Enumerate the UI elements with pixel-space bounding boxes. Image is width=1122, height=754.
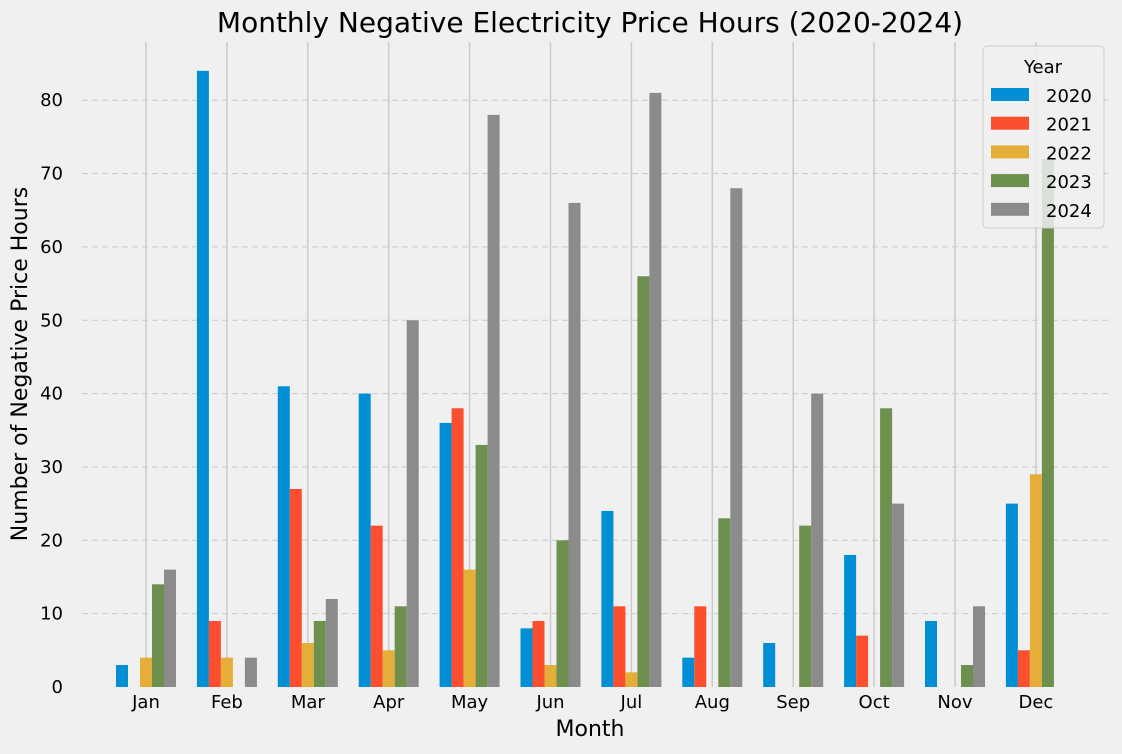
bar-2021-aug <box>694 606 707 687</box>
bar-2023-jul <box>637 276 650 687</box>
bar-2021-mar <box>289 488 302 687</box>
legend-items: 2020 2021 2022 2023 2024 <box>991 86 1092 222</box>
grid <box>82 42 1110 687</box>
bar-2020-mar <box>277 386 290 687</box>
bar-2024-jun <box>568 202 581 687</box>
bar-2022-jan <box>140 657 152 687</box>
bar-2021-jun <box>532 620 545 687</box>
bar-2024-sep <box>811 393 824 687</box>
legend-title: Year <box>1023 57 1063 78</box>
bar-2023-apr <box>394 606 407 687</box>
legend-swatch-2021 <box>991 116 1029 130</box>
bar-2022-feb <box>220 657 233 687</box>
bar-2023-sep <box>799 525 812 687</box>
bar-2023-aug <box>718 518 731 687</box>
bar-2024-feb <box>244 657 257 687</box>
legend-label-2024: 2024 <box>1046 201 1092 222</box>
y-tick-label: 40 <box>40 384 63 405</box>
bar-2024-may <box>487 114 500 688</box>
bar-2024-nov <box>973 606 985 687</box>
bar-2023-jan <box>152 584 164 687</box>
bar-2020-feb <box>196 70 209 688</box>
bar-2020-may <box>439 422 452 687</box>
bar-2022-dec <box>1029 474 1042 687</box>
bar-2024-mar <box>325 598 338 687</box>
bar-2020-jun <box>520 628 533 687</box>
bar-2022-may <box>463 569 476 687</box>
x-tick-label: Aug <box>695 692 730 713</box>
x-tick-label: Feb <box>211 692 243 713</box>
y-tick-label: 50 <box>40 310 63 331</box>
bar-2021-feb <box>208 620 221 687</box>
x-tick-label: Dec <box>1018 692 1053 713</box>
x-tick-label: Sep <box>776 692 810 713</box>
bar-2022-mar <box>301 642 314 687</box>
bar-2020-oct <box>844 554 857 687</box>
bars <box>116 70 1054 688</box>
legend-swatch-2022 <box>991 145 1029 159</box>
bar-2023-nov <box>961 664 973 687</box>
bar-2023-oct <box>880 408 893 687</box>
bar-2020-jan <box>116 664 128 687</box>
chart-title: Monthly Negative Electricity Price Hours… <box>217 6 963 39</box>
bar-2020-aug <box>682 657 695 687</box>
bar-2023-dec <box>1041 158 1054 687</box>
bar-2021-jul <box>613 606 626 687</box>
x-tick-label: Jan <box>131 692 160 713</box>
bar-2023-jun <box>556 540 569 687</box>
x-tick-label: May <box>451 692 489 713</box>
legend: Year 2020 2021 2022 2023 2024 <box>982 45 1105 229</box>
bar-2020-nov <box>925 620 937 687</box>
bar-2023-mar <box>313 620 326 687</box>
bar-2021-apr <box>370 525 383 687</box>
bar-2022-jul <box>625 672 638 687</box>
y-axis-ticks: 0 10 20 30 40 50 60 70 80 <box>40 90 63 698</box>
y-axis-label: Number of Negative Price Hours <box>8 187 33 541</box>
y-tick-label: 0 <box>52 677 63 698</box>
y-tick-label: 10 <box>40 604 63 625</box>
x-tick-label: Mar <box>291 692 326 713</box>
bar-2022-apr <box>382 650 395 687</box>
y-tick-label: 70 <box>40 164 63 185</box>
x-axis-ticks: Jan Feb Mar Apr May Jun Jul Aug Sep Oct Nov Dec <box>131 692 1053 713</box>
bar-2021-dec <box>1017 650 1030 687</box>
bar-2020-sep <box>763 642 776 687</box>
bar-2021-may <box>451 408 464 687</box>
legend-label-2022: 2022 <box>1046 143 1092 164</box>
x-tick-label: Oct <box>859 692 890 713</box>
legend-label-2020: 2020 <box>1046 86 1092 107</box>
legend-label-2021: 2021 <box>1046 115 1092 136</box>
bar-2024-jul <box>649 92 662 688</box>
y-tick-label: 20 <box>40 530 63 551</box>
x-tick-label: Jun <box>535 692 564 713</box>
bar-2024-apr <box>406 320 419 687</box>
legend-swatch-2020 <box>991 88 1029 101</box>
bar-2020-dec <box>1005 503 1018 687</box>
bar-2020-apr <box>358 393 371 687</box>
y-tick-label: 80 <box>40 90 63 111</box>
x-tick-label: Nov <box>937 692 972 713</box>
bar-2024-jan <box>164 569 176 687</box>
bar-2024-aug <box>730 188 743 687</box>
bar-2022-jun <box>544 664 557 687</box>
x-axis-label: Month <box>556 717 625 742</box>
x-tick-label: Jul <box>620 692 643 713</box>
legend-swatch-2023 <box>991 174 1029 188</box>
x-tick-label: Apr <box>373 692 405 713</box>
bar-2021-oct <box>856 635 869 687</box>
legend-swatch-2024 <box>991 202 1029 216</box>
bar-2024-oct <box>892 503 905 687</box>
y-tick-label: 30 <box>40 457 63 478</box>
legend-label-2023: 2023 <box>1046 172 1092 193</box>
bar-2020-jul <box>601 510 614 687</box>
y-tick-label: 60 <box>40 237 63 258</box>
bar-2023-may <box>475 444 488 687</box>
